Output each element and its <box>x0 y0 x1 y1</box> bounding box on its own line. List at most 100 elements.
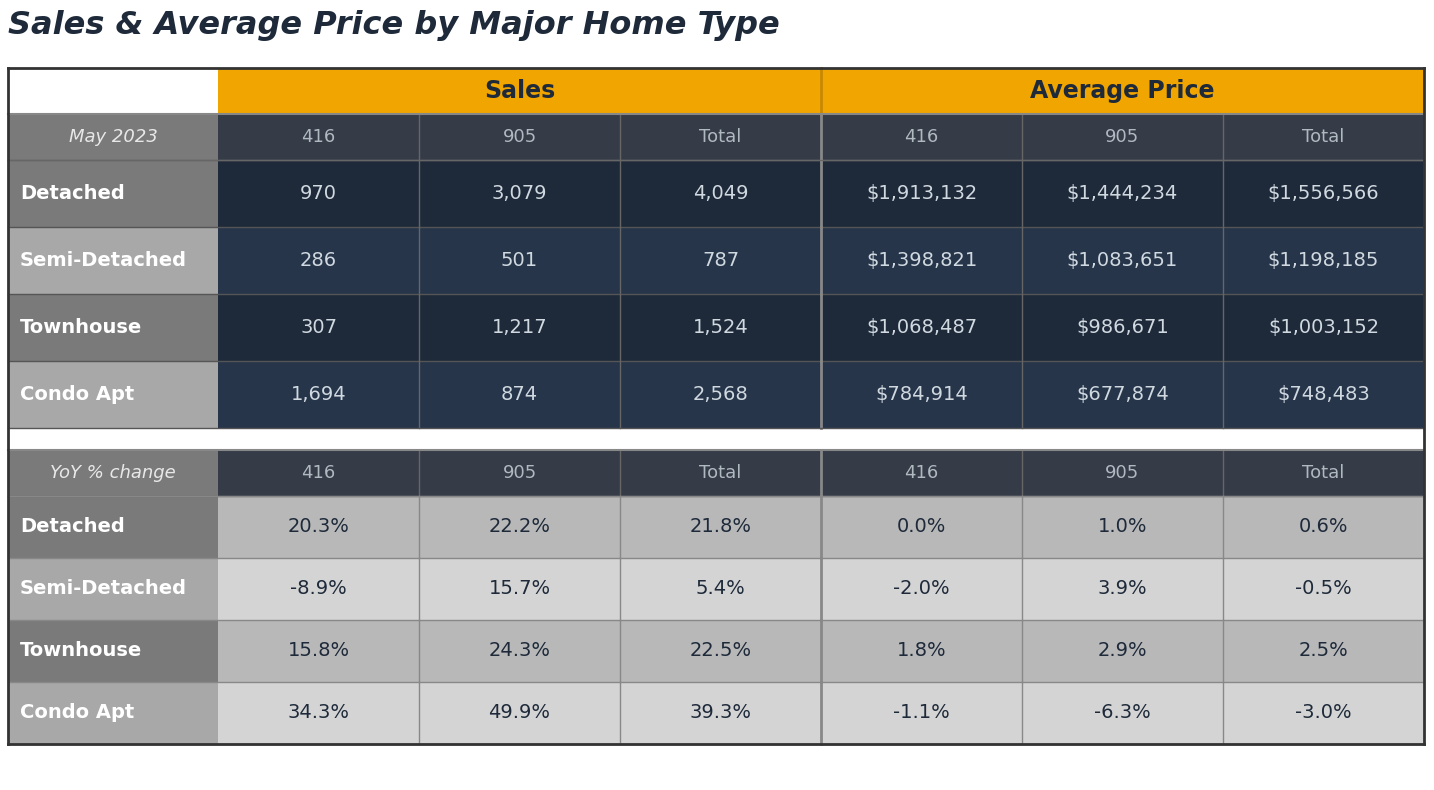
Text: Semi-Detached: Semi-Detached <box>20 251 186 270</box>
Bar <box>419 496 619 558</box>
Text: 1,524: 1,524 <box>693 318 749 337</box>
Text: 905: 905 <box>502 128 536 146</box>
Text: -0.5%: -0.5% <box>1295 580 1352 599</box>
Bar <box>1022 496 1223 558</box>
Bar <box>619 620 822 682</box>
Bar <box>822 294 1022 361</box>
Text: $986,671: $986,671 <box>1076 318 1169 337</box>
Bar <box>218 620 419 682</box>
Bar <box>619 682 822 744</box>
Text: 2.5%: 2.5% <box>1299 641 1348 660</box>
Text: 1.0%: 1.0% <box>1098 517 1147 536</box>
Bar <box>1022 114 1223 160</box>
Bar <box>619 160 822 227</box>
Bar <box>1223 620 1424 682</box>
Text: Condo Apt: Condo Apt <box>20 385 135 404</box>
Bar <box>1223 227 1424 294</box>
Bar <box>218 227 419 294</box>
Text: 501: 501 <box>500 251 538 270</box>
Bar <box>822 68 1424 114</box>
Bar <box>822 682 1022 744</box>
Bar <box>218 682 419 744</box>
Text: 1.8%: 1.8% <box>896 641 946 660</box>
Text: YoY % change: YoY % change <box>50 464 176 482</box>
Bar <box>218 361 419 428</box>
Bar <box>218 160 419 227</box>
Text: 2,568: 2,568 <box>693 385 749 404</box>
Bar <box>822 496 1022 558</box>
Text: $1,913,132: $1,913,132 <box>866 184 977 203</box>
Text: 970: 970 <box>300 184 337 203</box>
Text: $1,068,487: $1,068,487 <box>866 318 977 337</box>
Text: 21.8%: 21.8% <box>690 517 751 536</box>
Text: 905: 905 <box>1106 128 1140 146</box>
Bar <box>822 558 1022 620</box>
Bar <box>9 428 1424 450</box>
Text: 5.4%: 5.4% <box>695 580 746 599</box>
Bar <box>1022 227 1223 294</box>
Text: -1.1%: -1.1% <box>893 704 949 723</box>
Bar <box>1223 361 1424 428</box>
Bar <box>218 294 419 361</box>
Bar <box>419 620 619 682</box>
Bar <box>619 227 822 294</box>
Bar <box>419 450 619 496</box>
Bar <box>1022 620 1223 682</box>
Text: 416: 416 <box>301 464 336 482</box>
Text: 1,217: 1,217 <box>492 318 548 337</box>
Text: 905: 905 <box>502 464 536 482</box>
Text: 24.3%: 24.3% <box>489 641 551 660</box>
Bar <box>9 450 218 496</box>
Text: 416: 416 <box>301 128 336 146</box>
Bar <box>419 227 619 294</box>
Text: -2.0%: -2.0% <box>893 580 949 599</box>
Text: Sales & Average Price by Major Home Type: Sales & Average Price by Major Home Type <box>9 10 780 41</box>
Bar <box>218 68 822 114</box>
Bar <box>9 496 218 558</box>
Bar <box>9 114 218 160</box>
Text: 3.9%: 3.9% <box>1097 580 1147 599</box>
Bar <box>419 294 619 361</box>
Bar <box>419 361 619 428</box>
Bar <box>218 496 419 558</box>
Bar <box>419 558 619 620</box>
Text: 20.3%: 20.3% <box>288 517 350 536</box>
Bar <box>1223 450 1424 496</box>
Text: Total: Total <box>700 464 741 482</box>
Text: 0.6%: 0.6% <box>1299 517 1348 536</box>
Text: 307: 307 <box>300 318 337 337</box>
Bar <box>619 558 822 620</box>
Text: 49.9%: 49.9% <box>489 704 551 723</box>
Text: May 2023: May 2023 <box>69 128 158 146</box>
Text: 905: 905 <box>1106 464 1140 482</box>
Text: Total: Total <box>1302 128 1345 146</box>
Bar <box>1022 361 1223 428</box>
Text: 34.3%: 34.3% <box>287 704 350 723</box>
Bar <box>822 227 1022 294</box>
Bar <box>9 160 218 227</box>
Bar <box>1223 294 1424 361</box>
Bar <box>1022 294 1223 361</box>
Text: 0.0%: 0.0% <box>896 517 946 536</box>
Text: $1,083,651: $1,083,651 <box>1067 251 1179 270</box>
Bar <box>619 361 822 428</box>
Bar <box>822 620 1022 682</box>
Bar <box>9 294 218 361</box>
Bar <box>1022 160 1223 227</box>
Bar <box>419 682 619 744</box>
Text: 3,079: 3,079 <box>492 184 548 203</box>
Text: $677,874: $677,874 <box>1076 385 1169 404</box>
Text: Townhouse: Townhouse <box>20 318 142 337</box>
Text: Total: Total <box>1302 464 1345 482</box>
Bar <box>619 496 822 558</box>
Bar <box>1022 558 1223 620</box>
Text: 874: 874 <box>500 385 538 404</box>
Bar <box>1223 114 1424 160</box>
Bar <box>218 450 419 496</box>
Bar <box>419 160 619 227</box>
Text: 286: 286 <box>300 251 337 270</box>
Text: 416: 416 <box>905 464 939 482</box>
Text: $1,003,152: $1,003,152 <box>1268 318 1380 337</box>
Text: $1,556,566: $1,556,566 <box>1268 184 1380 203</box>
Bar <box>822 114 1022 160</box>
